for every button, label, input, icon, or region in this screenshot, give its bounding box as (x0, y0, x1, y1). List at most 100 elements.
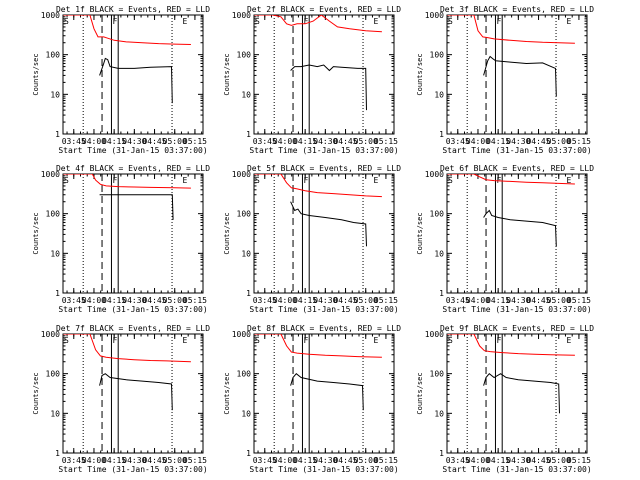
y-tick-label: 1 (55, 449, 60, 458)
x-tick-label: 04:30 (313, 456, 337, 465)
events-series-line (483, 209, 557, 247)
y-tick-label: 100 (46, 210, 61, 219)
x-tick-label: 03:45 (62, 456, 86, 465)
marker-label-e: E (566, 176, 571, 185)
x-tick-label: 04:30 (506, 296, 530, 305)
x-tick-label: 05:15 (183, 296, 207, 305)
y-tick-label: 1000 (232, 11, 251, 20)
panel-title: Det 9f BLACK = Events, RED = LLD (440, 324, 594, 333)
x-tick-label: 04:15 (486, 296, 510, 305)
x-tick-label: 04:15 (102, 296, 126, 305)
marker-label-e: E (373, 176, 378, 185)
y-tick-label: 1 (246, 130, 251, 139)
y-tick-label: 100 (237, 210, 252, 219)
panel-4: Det 4f BLACK = Events, RED = LLD 1 10 100 10… (32, 164, 210, 314)
marker-label-f: F (112, 17, 117, 26)
x-tick-label: 05:15 (374, 296, 398, 305)
events-series-line (99, 194, 174, 220)
lld-series-line (254, 15, 382, 33)
x-tick-label: 04:15 (102, 137, 126, 146)
series-group (254, 15, 382, 111)
panel-title: Det 7f BLACK = Events, RED = LLD (56, 324, 210, 333)
events-series-line (290, 201, 367, 247)
x-tick-label: 04:15 (486, 137, 510, 146)
x-tick-label: 04:15 (293, 137, 317, 146)
marker-label-e: E (373, 17, 378, 26)
plot-frame (253, 333, 395, 454)
marker-label-s: S (64, 176, 69, 185)
x-tick-label: 05:00 (354, 137, 378, 146)
marker-label-e: E (182, 336, 187, 345)
plot-frame (62, 173, 204, 294)
panel-title: Det 2f BLACK = Events, RED = LLD (247, 5, 401, 14)
x-tick-label: 04:30 (506, 137, 530, 146)
panel-title: Det 5f BLACK = Events, RED = LLD (247, 164, 401, 173)
marker-label-s: S (255, 176, 260, 185)
x-tick-label: 04:30 (313, 296, 337, 305)
x-tick-label: 04:45 (142, 137, 166, 146)
x-tick-label: 03:45 (253, 296, 277, 305)
y-tick-label: 1 (246, 289, 251, 298)
panel-2: Det 2f BLACK = Events, RED = LLD 1 10 100 10… (223, 5, 401, 155)
marker-label-e: E (566, 17, 571, 26)
y-tick-label: 1 (55, 289, 60, 298)
marker-label-s: S (448, 17, 453, 26)
panel-title: Det 1f BLACK = Events, RED = LLD (56, 5, 210, 14)
y-tick-label: 100 (430, 210, 445, 219)
x-tick-label: 03:45 (253, 456, 277, 465)
panel-6: Det 6f BLACK = Events, RED = LLD 1 10 100 10… (416, 164, 594, 314)
y-tick-label: 1 (439, 289, 444, 298)
lld-series-line (447, 334, 575, 356)
x-axis-label: Start Time (31-Jan-15 03:37:00) (58, 146, 207, 155)
marker-label-f: F (303, 17, 308, 26)
x-tick-label: 04:30 (122, 296, 146, 305)
marker-label-f: F (496, 336, 501, 345)
plot-frame (62, 333, 204, 454)
y-axis-label: Counts/sec (223, 53, 231, 95)
panel-3: Det 3f BLACK = Events, RED = LLD 1 10 100 10… (416, 5, 594, 155)
y-tick-label: 10 (50, 90, 60, 99)
x-tick-label: 04:15 (293, 456, 317, 465)
marker-label-f: F (112, 176, 117, 185)
x-tick-label: 04:45 (526, 456, 550, 465)
x-tick-label: 05:15 (374, 137, 398, 146)
lld-series-line (63, 334, 191, 363)
plot-frame (446, 14, 588, 135)
series-group (447, 334, 575, 414)
marker-label-s: S (64, 17, 69, 26)
series-group (447, 15, 575, 97)
y-axis-label: Counts/sec (32, 212, 40, 254)
plot-frame (446, 173, 588, 294)
marker-label-e: E (373, 336, 378, 345)
x-tick-label: 04:15 (486, 456, 510, 465)
y-tick-label: 10 (241, 409, 251, 418)
y-tick-label: 100 (46, 51, 61, 60)
y-tick-label: 1000 (425, 330, 444, 339)
y-tick-label: 10 (241, 249, 251, 258)
marker-label-f: F (303, 176, 308, 185)
events-series-line (99, 373, 173, 411)
x-tick-label: 04:00 (273, 296, 297, 305)
x-tick-label: 04:45 (333, 456, 357, 465)
lld-series-line (254, 334, 382, 358)
y-axis-label: Counts/sec (223, 212, 231, 254)
marker-label-f: F (496, 17, 501, 26)
x-tick-label: 05:15 (183, 456, 207, 465)
y-tick-label: 1000 (232, 170, 251, 179)
x-tick-label: 04:00 (466, 296, 490, 305)
x-axis-label: Start Time (31-Jan-15 03:37:00) (58, 465, 207, 474)
y-tick-label: 1000 (41, 11, 60, 20)
x-tick-label: 04:30 (506, 456, 530, 465)
series-group (254, 334, 382, 411)
events-series-line (290, 373, 364, 411)
events-series-line (99, 57, 173, 104)
y-tick-label: 1000 (425, 170, 444, 179)
marker-label-e: E (182, 176, 187, 185)
marker-label-e: E (182, 17, 187, 26)
y-axis-label: Counts/sec (416, 372, 424, 414)
panel-1: Det 1f BLACK = Events, RED = LLD 1 10 100 10… (32, 5, 210, 155)
panel-title: Det 8f BLACK = Events, RED = LLD (247, 324, 401, 333)
y-tick-label: 100 (237, 370, 252, 379)
plot-frame (253, 14, 395, 135)
x-tick-label: 05:00 (163, 296, 187, 305)
